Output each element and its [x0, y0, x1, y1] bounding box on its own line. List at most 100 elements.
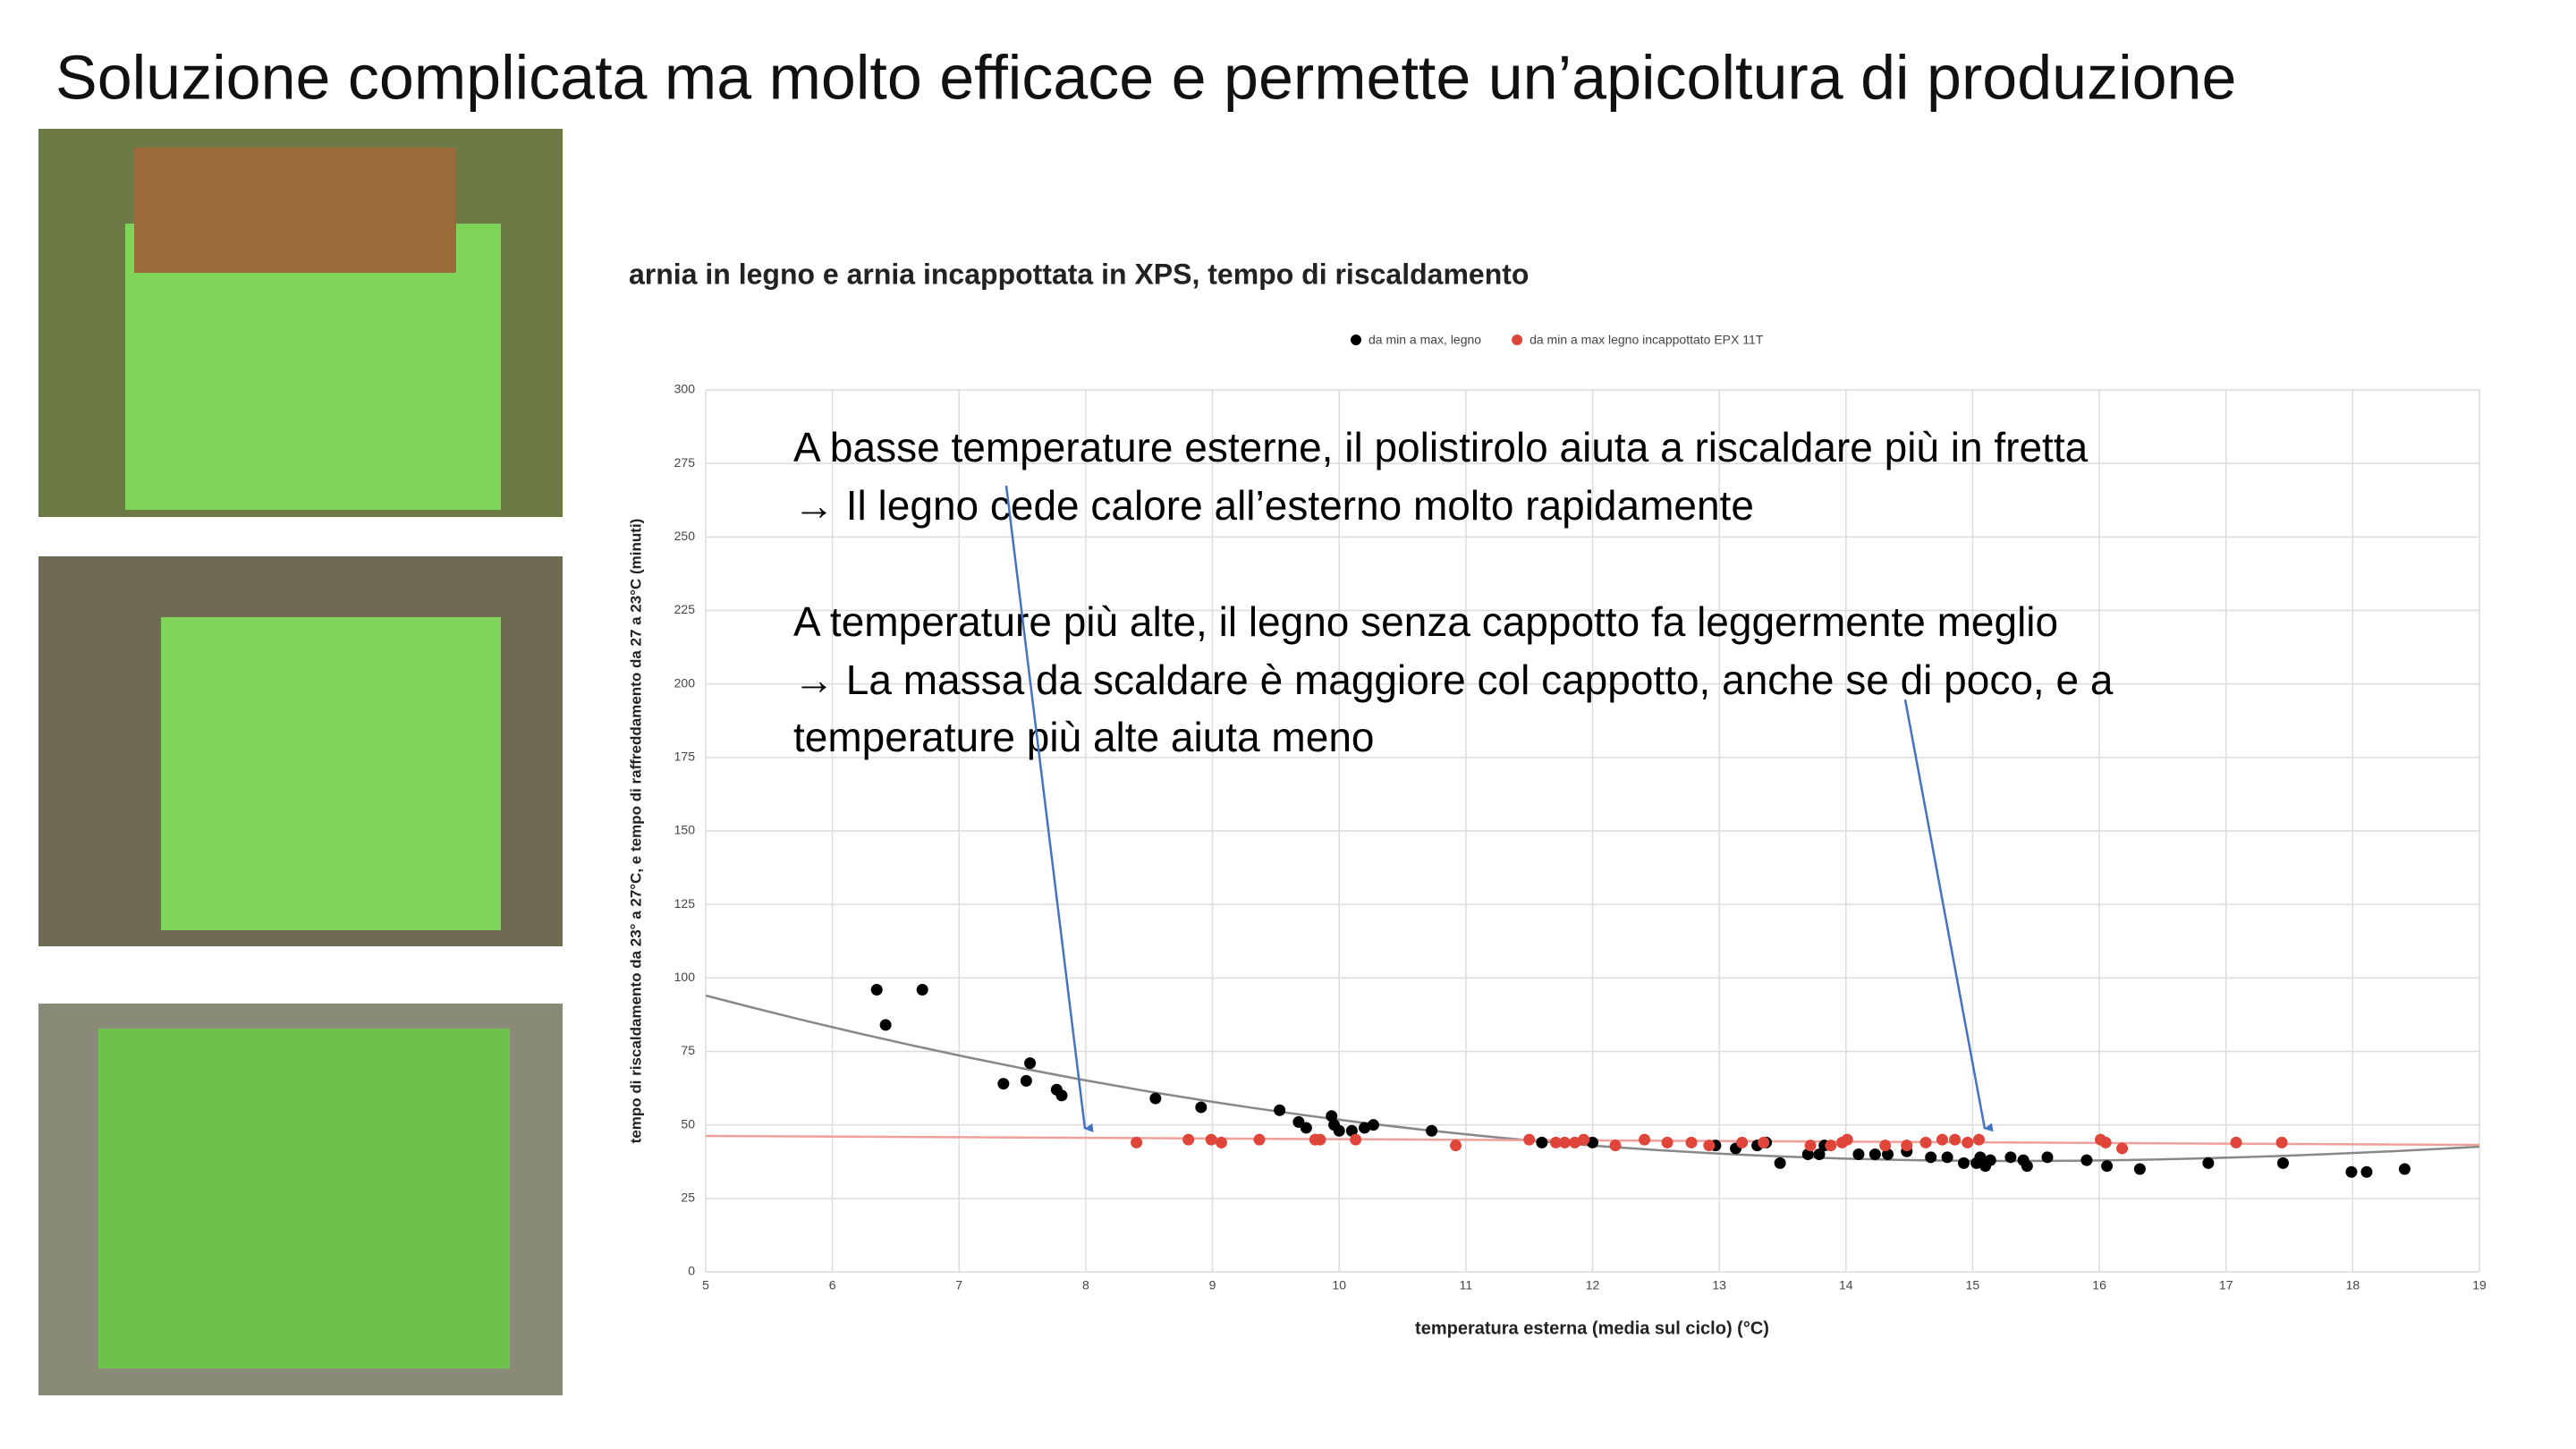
- annotations: A basse temperature esterne, il polistir…: [793, 424, 2114, 760]
- y-tick-label: 125: [674, 896, 696, 911]
- x-tick-label: 10: [1332, 1278, 1346, 1292]
- point: [1314, 1133, 1326, 1146]
- point: [1024, 1057, 1037, 1070]
- y-tick-label: 25: [681, 1191, 695, 1205]
- point: [1345, 1124, 1358, 1137]
- point: [1804, 1140, 1817, 1152]
- point: [1350, 1133, 1362, 1146]
- x-tick-label: 12: [1586, 1278, 1600, 1292]
- y-tick-label: 275: [674, 455, 696, 470]
- point: [1941, 1151, 1953, 1164]
- y-tick-label: 200: [674, 675, 696, 690]
- photo: [134, 148, 456, 273]
- point: [1925, 1151, 1937, 1164]
- point: [1949, 1133, 1962, 1146]
- point: [1367, 1119, 1379, 1131]
- point: [1919, 1136, 1932, 1148]
- x-tick-label: 8: [1082, 1278, 1089, 1292]
- point: [1578, 1133, 1590, 1146]
- point: [2041, 1151, 2054, 1164]
- point: [1685, 1136, 1698, 1148]
- point: [1182, 1133, 1195, 1146]
- point: [2360, 1165, 2373, 1178]
- point: [1609, 1140, 1622, 1152]
- point: [2398, 1163, 2411, 1175]
- point: [2021, 1160, 2033, 1173]
- x-tick-label: 11: [1460, 1278, 1473, 1292]
- point: [2004, 1151, 2017, 1164]
- annotation: temperature più alte aiuta meno: [793, 714, 1375, 760]
- y-tick-label: 100: [674, 970, 696, 984]
- point: [1813, 1148, 1826, 1161]
- point: [1333, 1124, 1345, 1137]
- point: [997, 1078, 1010, 1090]
- point: [1215, 1136, 1227, 1148]
- x-tick-label: 13: [1712, 1278, 1726, 1292]
- point: [1639, 1133, 1651, 1146]
- point: [879, 1019, 892, 1031]
- annotation: A temperature più alte, il legno senza c…: [793, 598, 2058, 645]
- point: [1882, 1148, 1894, 1161]
- point: [1205, 1133, 1217, 1146]
- x-tick-label: 15: [1966, 1278, 1980, 1292]
- arrow: [1903, 699, 1994, 1132]
- x-tick-label: 18: [2346, 1278, 2360, 1292]
- point: [2101, 1160, 2114, 1173]
- point: [1569, 1136, 1581, 1148]
- y-tick-label: 250: [674, 529, 696, 543]
- y-tick-label: 175: [674, 750, 696, 764]
- marks: [870, 983, 2411, 1178]
- point: [1523, 1133, 1536, 1146]
- point: [1558, 1136, 1571, 1148]
- plot: 0 25 50 75 100 125 150 175 200 225 250 275 300 5 6 7 8 9 1…: [674, 333, 2487, 1292]
- x-tick-label: 19: [2472, 1278, 2487, 1292]
- point: [1536, 1136, 1548, 1148]
- point: [1852, 1148, 1865, 1161]
- point: [1300, 1122, 1312, 1134]
- x-tick-label: 17: [2219, 1278, 2233, 1292]
- point: [1758, 1136, 1770, 1148]
- point: [1736, 1136, 1749, 1148]
- y-tick-label: 225: [674, 602, 696, 616]
- legend-label: da min a max, legno: [1368, 333, 1481, 347]
- slide-title: Soluzione complicata ma molto efficace e…: [55, 42, 2236, 112]
- y-tick-label: 50: [681, 1116, 695, 1131]
- point: [1195, 1101, 1208, 1114]
- point: [2202, 1157, 2215, 1169]
- x-tick-label: 5: [702, 1278, 709, 1292]
- x-tick-label: 6: [829, 1278, 836, 1292]
- y-axis-label: tempo di riscaldamento da 23° a 27°C, e …: [627, 519, 644, 1144]
- point: [1549, 1136, 1562, 1148]
- point: [1841, 1133, 1853, 1146]
- y-tick-label: 150: [674, 823, 696, 837]
- x-tick-label: 16: [2092, 1278, 2106, 1292]
- annotation: A basse temperature esterne, il polistir…: [793, 424, 2089, 470]
- point: [1274, 1104, 1286, 1116]
- y-tick-label: 300: [674, 382, 696, 396]
- point: [2099, 1136, 2112, 1148]
- point: [1450, 1140, 1462, 1152]
- point: [1253, 1133, 1266, 1146]
- legend-marker: [1512, 335, 1523, 345]
- x-tick-label: 7: [955, 1278, 962, 1292]
- point: [1879, 1140, 1892, 1152]
- point: [2275, 1136, 2288, 1148]
- point: [1774, 1157, 1786, 1169]
- point: [1825, 1140, 1837, 1152]
- point: [1020, 1074, 1032, 1087]
- point: [2276, 1157, 2289, 1169]
- x-axis-label: temperatura esterna (media sul ciclo) (°…: [1415, 1318, 1769, 1338]
- point: [2116, 1142, 2129, 1155]
- point: [1868, 1148, 1881, 1161]
- x-tick-label: 9: [1209, 1278, 1216, 1292]
- photo: [98, 1029, 510, 1368]
- point: [2230, 1136, 2242, 1148]
- legend-label: da min a max legno incappottato EPX 11T: [1530, 333, 1764, 347]
- point: [870, 983, 883, 996]
- point: [1149, 1092, 1162, 1105]
- photos: [38, 129, 563, 1395]
- y-tick-label: 0: [688, 1264, 695, 1278]
- y-tick-label: 75: [681, 1043, 695, 1057]
- point: [2345, 1165, 2358, 1178]
